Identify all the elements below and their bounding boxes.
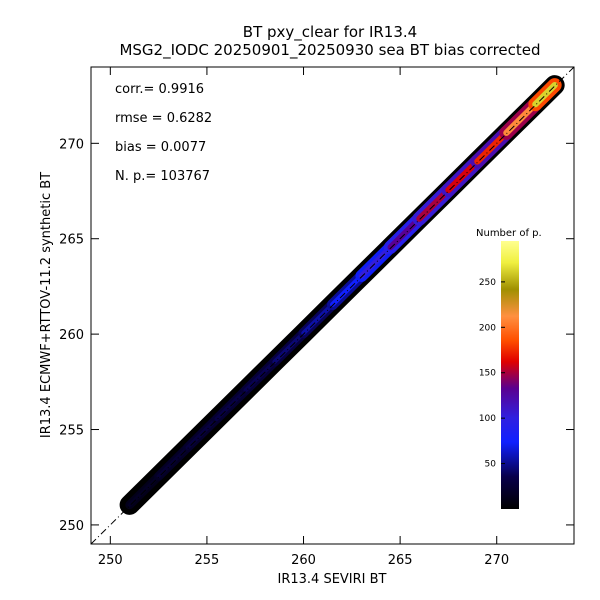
plot-frame — [90, 66, 575, 545]
density-core — [358, 244, 394, 279]
density-core — [532, 81, 558, 108]
y-tick-label: 260 — [59, 328, 84, 343]
chart-subtitle: MSG2_IODC 20250901_20250930 sea BT bias … — [119, 41, 540, 60]
one-to-one-line — [91, 67, 574, 544]
colorbar-tick-label: 150 — [479, 369, 496, 379]
x-tick-label: 270 — [484, 553, 509, 568]
density-core — [127, 474, 161, 507]
x-tick-label: 255 — [195, 553, 220, 568]
density-core — [272, 330, 306, 364]
colorbar-tick-label: 50 — [485, 460, 497, 470]
colorbar — [501, 241, 519, 509]
density-core — [330, 273, 364, 308]
y-axis-ticks: 250 255 260 265 270 — [59, 137, 574, 534]
density-core — [243, 359, 277, 393]
colorbar-tick-label: 100 — [479, 414, 496, 424]
density-core — [156, 445, 190, 479]
chart-title: BT pxy_clear for IR13.4 — [243, 23, 417, 42]
x-axis-ticks: 250 255 260 265 270 — [98, 67, 509, 568]
y-tick-label: 255 — [59, 424, 84, 439]
colorbar-tick-label: 200 — [479, 323, 496, 333]
y-tick-label: 265 — [59, 233, 84, 248]
density-core — [301, 302, 335, 336]
y-tick-label: 250 — [59, 519, 84, 534]
density-core — [185, 416, 219, 450]
x-axis-label: IR13.4 SEVIRI BT — [278, 572, 387, 587]
density-core — [214, 388, 248, 422]
x-tick-label: 250 — [98, 553, 123, 568]
y-axis-label: IR13.4 ECMWF+RTTOV-11.2 synthetic BT — [39, 172, 54, 438]
y-tick-label: 270 — [59, 137, 84, 152]
colorbar-ticks: 50 100 150 200 250 — [479, 278, 505, 470]
density-cloud — [119, 75, 565, 515]
colorbar-title: Number of p. — [476, 228, 542, 239]
stat-rmse: rmse = 0.6282 — [115, 111, 212, 126]
stat-bias: bias = 0.0077 — [115, 140, 206, 155]
stat-corr: corr.= 0.9916 — [115, 82, 204, 97]
stat-np: N. p.= 103767 — [115, 169, 210, 184]
x-tick-label: 265 — [388, 553, 413, 568]
x-tick-label: 260 — [291, 553, 316, 568]
colorbar-tick-label: 250 — [479, 278, 496, 288]
